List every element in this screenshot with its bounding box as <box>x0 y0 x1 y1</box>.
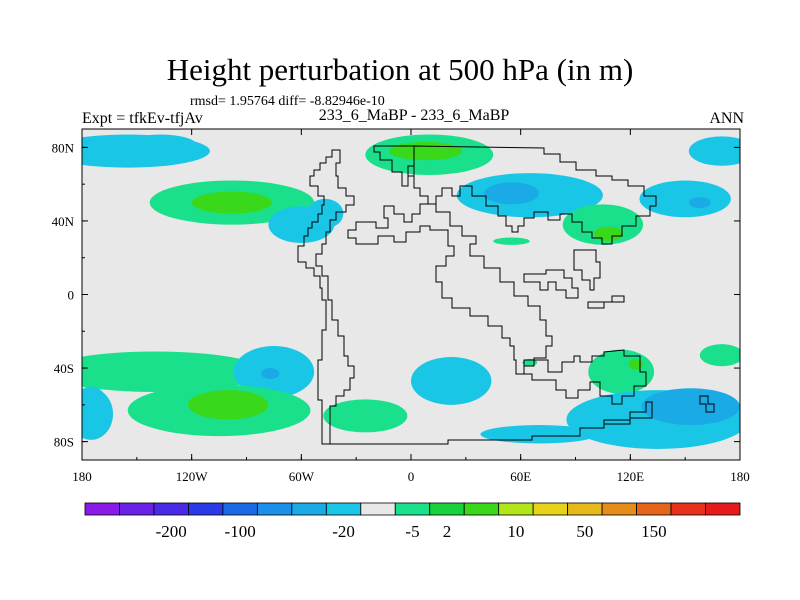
colorbar-swatch <box>463 502 500 516</box>
colorbar-swatch <box>429 502 465 516</box>
colorbar-label: 2 <box>443 522 452 541</box>
positive-anomaly-region-23 <box>323 399 408 433</box>
case-comparison-label: 233_6_MaBP - 233_6_MaBP <box>318 107 510 124</box>
colorbar-label: 50 <box>576 522 593 541</box>
negative-anomaly-region-12 <box>688 197 711 209</box>
colorbar-label: -5 <box>405 522 419 541</box>
americas-outline <box>297 149 355 445</box>
colorbar-label: -200 <box>156 522 187 541</box>
x-tick-label: 60E <box>510 469 531 484</box>
positive-anomaly-region-21 <box>188 390 269 420</box>
colorbar-swatch <box>705 502 741 516</box>
y-tick-label: 80S <box>54 435 74 450</box>
colorbar-swatch <box>670 502 706 516</box>
rmsd-diff-stats: rmsd= 1.95764 diff= -8.82946e-10 <box>190 94 385 109</box>
positive-anomaly-region-13 <box>562 204 644 245</box>
colorbar-swatch <box>256 502 293 516</box>
colorbar-label: -20 <box>332 522 355 541</box>
colorbar-swatch <box>119 502 155 516</box>
positive-anomaly-region-16 <box>82 351 265 392</box>
positive-anomaly-region-27 <box>699 344 740 367</box>
negative-anomaly-region-2 <box>688 136 740 166</box>
colorbar-swatch <box>636 502 672 516</box>
negative-anomaly-region-11 <box>639 180 731 218</box>
colorbar-swatch <box>84 502 120 516</box>
colorbar-swatch <box>498 502 534 516</box>
positive-anomaly-region-26 <box>628 358 644 370</box>
negative-anomaly-region-18 <box>261 368 280 380</box>
antarctica-outline <box>330 401 653 445</box>
negative-anomaly-region-22 <box>411 357 492 405</box>
negative-anomaly-region-10 <box>484 182 539 205</box>
y-tick-label: 80N <box>52 140 75 155</box>
indonesia-outline <box>587 295 625 309</box>
eurasia-outline <box>407 145 657 245</box>
x-tick-label: 180 <box>730 469 750 484</box>
positive-anomaly-region-4 <box>191 191 273 214</box>
positive-anomaly-region-14 <box>593 226 624 242</box>
y-tick-label: 40N <box>52 214 75 229</box>
negative-anomaly-region-1 <box>124 134 198 157</box>
x-tick-label: 0 <box>408 469 415 484</box>
colorbar: -200 -100 -20 -5 2 10 50 150 <box>84 502 741 541</box>
colorbar-label: -100 <box>225 522 256 541</box>
chart-title: Height perturbation at 500 hPa (in m) <box>166 52 634 87</box>
x-tick-label: 120E <box>617 469 645 484</box>
colorbar-label: 10 <box>507 522 524 541</box>
y-tick-label: 0 <box>68 288 75 303</box>
colorbar-swatch <box>153 502 189 516</box>
season-label: ANN <box>709 110 744 127</box>
colorbar-swatch <box>222 502 258 516</box>
south-asia-outline <box>523 269 579 299</box>
continent-outline <box>297 145 715 445</box>
colorbar-swatch <box>325 502 362 516</box>
negative-anomaly-region-29 <box>641 388 740 426</box>
colorbar-swatch <box>291 502 327 516</box>
positive-anomaly-region-8 <box>389 141 463 161</box>
indochina-outline <box>573 249 601 291</box>
colorbar-swatch <box>532 502 569 516</box>
negative-anomaly-region-6 <box>306 198 344 229</box>
y-tick-label: 40S <box>54 361 74 376</box>
colorbar-swatch <box>394 502 431 516</box>
colorbar-swatch <box>360 502 396 516</box>
australia-outline <box>523 349 647 405</box>
x-tick-label: 180 <box>72 469 92 484</box>
africa-outline <box>347 203 553 375</box>
negative-anomaly-region-31 <box>82 386 106 416</box>
positive-anomaly-region-15 <box>493 237 530 245</box>
positive-anomaly-region-24 <box>522 358 538 367</box>
axes-layer: 180 120W 60W 0 60E 120E 180 80N 40N 0 40S 80S <box>52 129 750 484</box>
negative-anomaly-region-30 <box>480 425 598 444</box>
experiment-label: Expt = tfkEv-tfjAv <box>82 110 203 127</box>
new-zealand-outline <box>699 395 715 413</box>
colorbar-swatch <box>188 502 224 516</box>
colorbar-swatch <box>601 502 637 516</box>
x-tick-label: 60W <box>289 469 315 484</box>
colorbar-swatch <box>567 502 603 516</box>
x-tick-label: 120W <box>176 469 209 484</box>
colorbar-label: 150 <box>641 522 667 541</box>
